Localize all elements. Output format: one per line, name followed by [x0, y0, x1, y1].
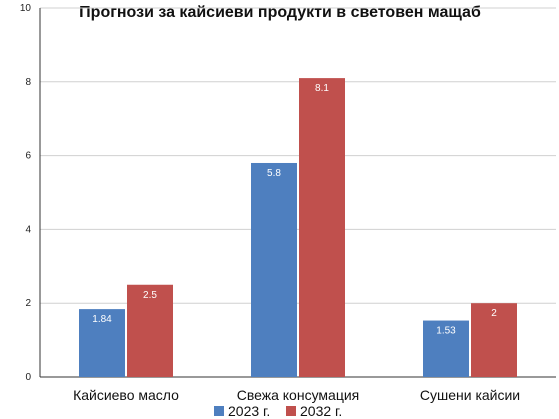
legend-label: 2032 г. [300, 403, 342, 419]
x-axis: Кайсиево масло Свежа консумация Сушени кай… [73, 387, 520, 403]
data-label: 1.84 [92, 314, 112, 325]
y-tick-label: 2 [25, 298, 31, 309]
bars: 1.84 2.5 5.8 8.1 1.53 2 [79, 78, 517, 378]
bar [127, 284, 173, 377]
bar [79, 309, 125, 377]
data-label: 2 [491, 308, 497, 319]
bar [251, 162, 297, 377]
x-tick-label: Свежа консумация [237, 387, 360, 403]
data-label: 5.8 [267, 168, 281, 179]
bar [423, 320, 469, 377]
legend-swatch [214, 406, 224, 416]
data-label: 2.5 [143, 290, 157, 301]
x-tick-label: Сушени кайсии [420, 387, 520, 403]
y-tick-label: 0 [25, 372, 31, 383]
y-axis: 0 2 4 6 8 10 [20, 3, 41, 383]
y-tick-label: 8 [25, 77, 31, 88]
gridlines [40, 7, 556, 378]
data-label: 8.1 [315, 83, 329, 94]
chart-title: Прогнози за кайсиеви продукти в световен… [79, 4, 481, 21]
data-label: 1.53 [436, 326, 456, 337]
x-tick-label: Кайсиево масло [73, 387, 179, 403]
y-tick-label: 10 [20, 3, 32, 14]
y-tick-label: 4 [25, 224, 31, 235]
bar [299, 78, 345, 378]
bar [471, 303, 517, 377]
legend-label: 2023 г. [228, 403, 270, 419]
legend-swatch [286, 406, 296, 416]
legend: 2023 г. 2032 г. [214, 403, 342, 419]
y-tick-label: 6 [25, 151, 31, 162]
